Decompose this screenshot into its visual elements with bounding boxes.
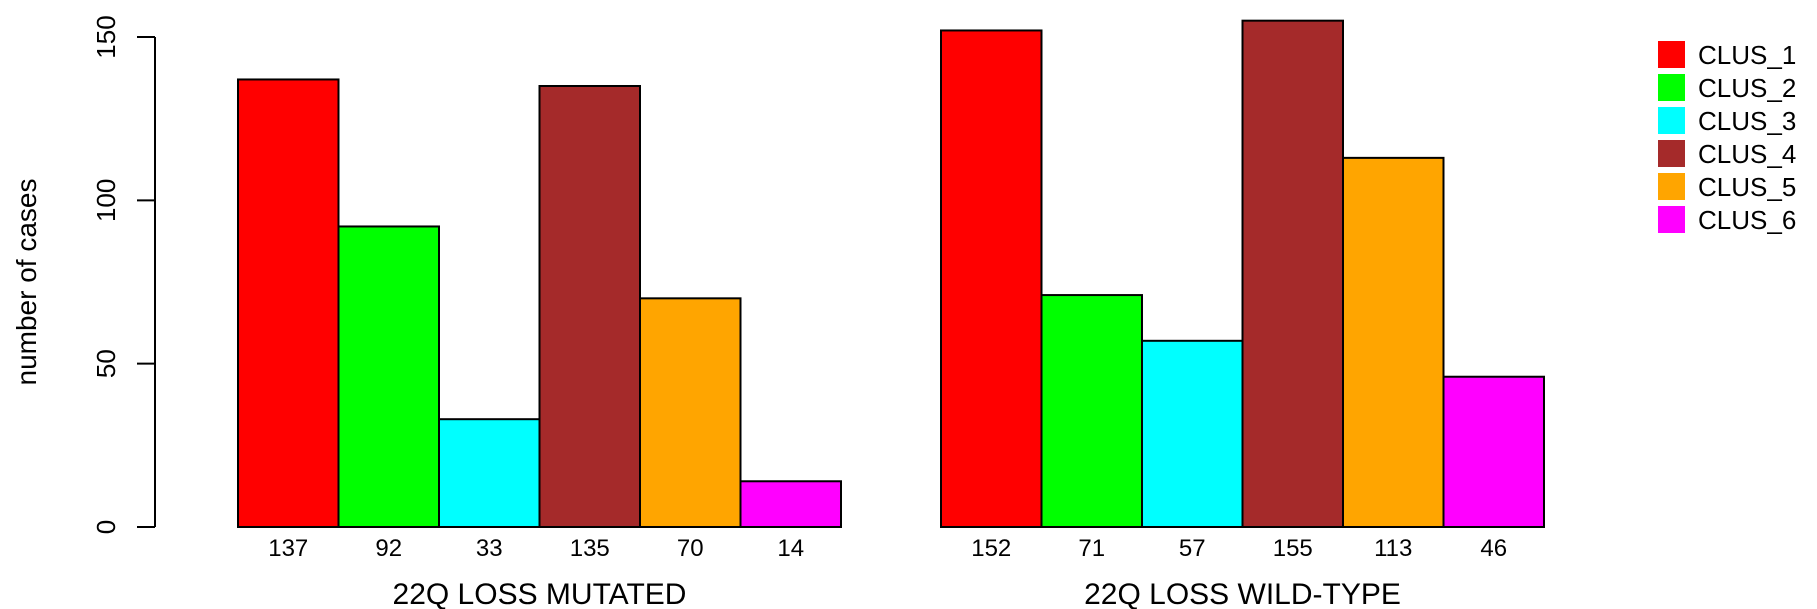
bars-layer xyxy=(237,19,1545,529)
bar-clus-1-group-2 xyxy=(940,29,1043,528)
bar-count-label: 70 xyxy=(677,535,704,562)
bar-clus-3-group-2 xyxy=(1141,339,1244,528)
bar-clus-2-group-1 xyxy=(337,225,440,528)
group-label: 22Q LOSS WILD-TYPE xyxy=(1084,578,1401,609)
group-label: 22Q LOSS MUTATED xyxy=(393,578,687,609)
y-axis: 0 50 100 150 xyxy=(91,15,156,534)
bar-count-label: 113 xyxy=(1374,535,1412,562)
legend-swatch xyxy=(1658,173,1685,200)
bar-clus-6-group-1 xyxy=(739,480,842,528)
bar-clus-6-group-2 xyxy=(1442,375,1545,528)
y-tick-label: 150 xyxy=(91,15,121,58)
legend-label: CLUS_5 xyxy=(1698,172,1796,202)
y-axis-title: number of cases xyxy=(11,179,42,386)
bar-clus-2-group-2 xyxy=(1040,294,1143,529)
bar-clus-5-group-1 xyxy=(639,297,742,529)
legend-label: CLUS_4 xyxy=(1698,139,1796,169)
group-labels-layer: 22Q LOSS MUTATED 22Q LOSS WILD-TYPE xyxy=(393,578,1401,609)
bar-count-label: 135 xyxy=(570,535,610,562)
legend-swatch xyxy=(1658,74,1685,101)
legend-label: CLUS_6 xyxy=(1698,205,1796,235)
legend-swatch xyxy=(1658,206,1685,233)
y-tick-label: 50 xyxy=(91,349,121,378)
bar-clus-4-group-2 xyxy=(1241,19,1344,529)
bar-count-label: 152 xyxy=(971,535,1011,562)
bar-count-label: 92 xyxy=(375,535,402,562)
y-tick-label: 100 xyxy=(91,179,121,222)
count-labels-layer: 137 92 33 135 70 14 152 71 57 155 113 46 xyxy=(268,535,1507,562)
bar-clus-1-group-1 xyxy=(237,78,340,528)
y-tick-label: 0 xyxy=(91,520,121,534)
legend-label: CLUS_2 xyxy=(1698,73,1796,103)
bar-clus-3-group-1 xyxy=(438,418,541,529)
bar-count-label: 57 xyxy=(1179,535,1206,562)
legend-swatch xyxy=(1658,41,1685,68)
bar-count-label: 33 xyxy=(476,535,503,562)
legend-label: CLUS_1 xyxy=(1698,40,1796,70)
legend-swatch xyxy=(1658,140,1685,167)
bar-count-label: 71 xyxy=(1078,535,1105,562)
legend-swatch xyxy=(1658,107,1685,134)
bar-count-label: 155 xyxy=(1273,535,1313,562)
bar-count-label: 46 xyxy=(1480,535,1507,562)
bar-count-label: 137 xyxy=(268,535,308,562)
bar-clus-4-group-1 xyxy=(538,85,641,528)
bar-clus-5-group-2 xyxy=(1342,156,1445,528)
legend-label: CLUS_3 xyxy=(1698,106,1796,136)
bar-count-label: 14 xyxy=(777,535,804,562)
